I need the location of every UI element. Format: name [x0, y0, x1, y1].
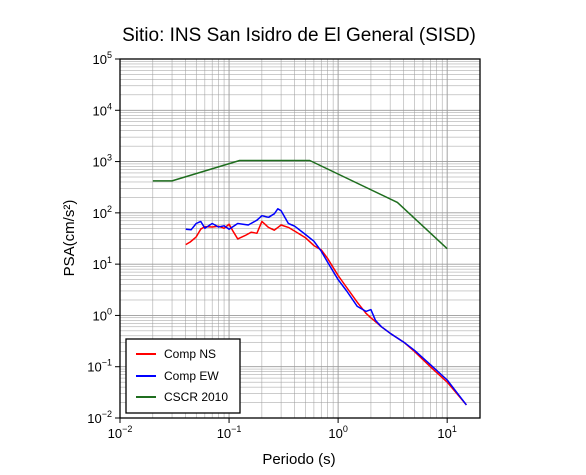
grid: [119, 58, 481, 419]
chart-title: Sitio: INS San Isidro de El General (SIS…: [122, 25, 476, 46]
y-tick-label: 101: [93, 255, 112, 272]
y-axis-ticks: 10−2 10−1 100 101 102 103 104 105: [87, 50, 120, 426]
x-tick-label: 10−2: [108, 424, 133, 441]
y-tick-label: 100: [93, 306, 112, 323]
legend: Comp NS Comp EW CSCR 2010: [125, 338, 241, 414]
legend-label-comp-ew: Comp EW: [164, 369, 219, 383]
y-axis-label: PSA(cm/s²): [61, 200, 78, 277]
x-tick-label: 101: [437, 424, 456, 441]
plot-frame: [119, 58, 481, 419]
series-line-comp-ew: [185, 208, 467, 406]
y-tick-label: 103: [93, 153, 112, 170]
y-tick-label: 105: [93, 50, 112, 67]
y-tick-label: 102: [93, 204, 112, 221]
y-tick-label: 10−1: [87, 358, 112, 375]
x-axis-ticks: 10−2 10−1 100 101: [108, 418, 457, 441]
x-tick-label: 10−1: [217, 424, 242, 441]
x-tick-label: 100: [328, 424, 347, 441]
series-line-cscr-2010: [152, 159, 448, 250]
legend-label-cscr-2010: CSCR 2010: [164, 390, 228, 404]
x-axis-label: Periodo (s): [262, 451, 335, 468]
series-layer: [152, 159, 467, 406]
y-tick-label: 10−2: [87, 409, 112, 426]
y-tick-label: 104: [93, 101, 112, 118]
legend-label-comp-ns: Comp NS: [164, 347, 216, 361]
